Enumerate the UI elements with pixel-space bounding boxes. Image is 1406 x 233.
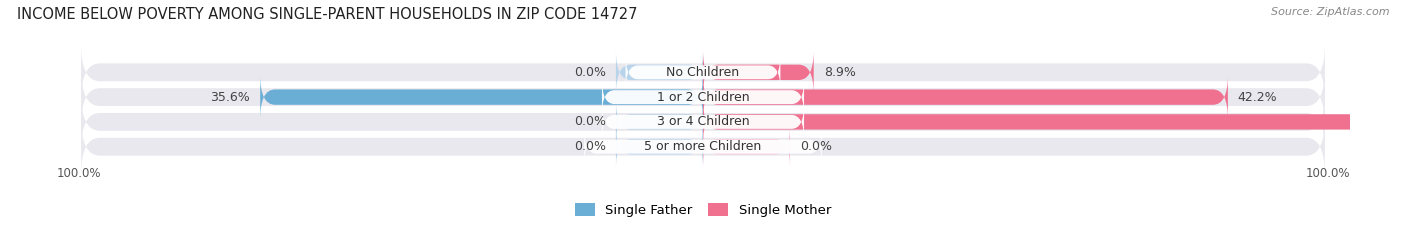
- Text: 35.6%: 35.6%: [211, 91, 250, 104]
- Text: 0.0%: 0.0%: [574, 140, 606, 153]
- FancyBboxPatch shape: [703, 75, 1227, 119]
- Text: 100.0%: 100.0%: [56, 167, 101, 180]
- FancyBboxPatch shape: [602, 104, 804, 140]
- FancyBboxPatch shape: [703, 100, 1406, 144]
- Text: 0.0%: 0.0%: [574, 66, 606, 79]
- Legend: Single Father, Single Mother: Single Father, Single Mother: [575, 203, 831, 217]
- Text: No Children: No Children: [666, 66, 740, 79]
- Text: 8.9%: 8.9%: [824, 66, 855, 79]
- FancyBboxPatch shape: [616, 125, 703, 169]
- Text: Source: ZipAtlas.com: Source: ZipAtlas.com: [1271, 7, 1389, 17]
- Text: 0.0%: 0.0%: [574, 115, 606, 128]
- FancyBboxPatch shape: [82, 94, 1324, 150]
- FancyBboxPatch shape: [585, 129, 821, 164]
- FancyBboxPatch shape: [602, 79, 804, 115]
- FancyBboxPatch shape: [703, 125, 790, 169]
- FancyBboxPatch shape: [626, 55, 780, 90]
- FancyBboxPatch shape: [616, 50, 703, 94]
- Text: 100.0%: 100.0%: [1305, 167, 1350, 180]
- FancyBboxPatch shape: [616, 100, 703, 144]
- FancyBboxPatch shape: [82, 118, 1324, 175]
- Text: 5 or more Children: 5 or more Children: [644, 140, 762, 153]
- FancyBboxPatch shape: [703, 50, 814, 94]
- FancyBboxPatch shape: [260, 75, 703, 119]
- FancyBboxPatch shape: [82, 44, 1324, 101]
- Text: 0.0%: 0.0%: [800, 140, 832, 153]
- FancyBboxPatch shape: [82, 69, 1324, 125]
- Text: 3 or 4 Children: 3 or 4 Children: [657, 115, 749, 128]
- Text: INCOME BELOW POVERTY AMONG SINGLE-PARENT HOUSEHOLDS IN ZIP CODE 14727: INCOME BELOW POVERTY AMONG SINGLE-PARENT…: [17, 7, 637, 22]
- Text: 1 or 2 Children: 1 or 2 Children: [657, 91, 749, 104]
- Text: 42.2%: 42.2%: [1237, 91, 1278, 104]
